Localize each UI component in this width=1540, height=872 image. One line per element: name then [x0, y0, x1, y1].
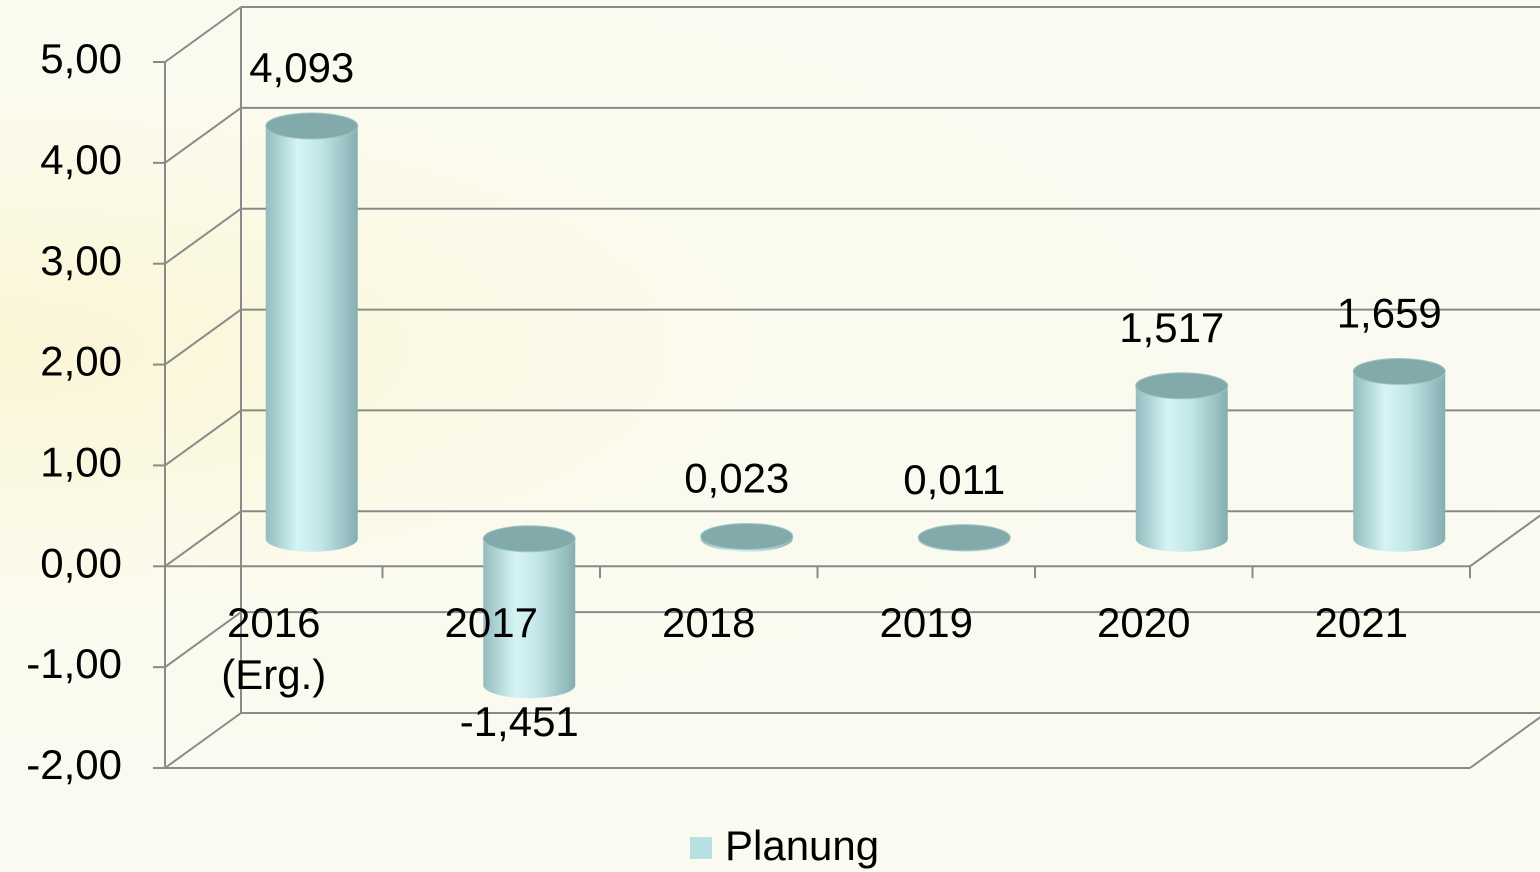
cylinder-body [265, 125, 358, 539]
cylinder-top [1352, 357, 1446, 385]
cylinder-top [482, 525, 576, 553]
cylinder-top [1135, 372, 1229, 400]
floor-line [1469, 514, 1540, 568]
y-tick-label: -2,00 [26, 741, 122, 788]
y-tick-label: 5,00 [40, 35, 122, 82]
value-label: -1,451 [460, 698, 579, 745]
grid-line [164, 207, 242, 265]
y-tick-label: 1,00 [40, 439, 122, 486]
x-tick-label: 2019 [879, 599, 973, 646]
y-tick-label: 2,00 [40, 338, 122, 385]
cylinder-body [483, 538, 576, 686]
y-tick-label: 3,00 [40, 237, 122, 284]
grid-line [164, 712, 242, 769]
grid-line [164, 6, 242, 63]
value-label: 1,517 [1119, 304, 1224, 351]
cylinder-bottom [265, 525, 358, 552]
y-tick-label: 0,00 [40, 539, 122, 586]
grid-line [164, 308, 242, 366]
x-tick-label: 2016 (Erg.) [221, 599, 327, 698]
value-label: 0,011 [903, 456, 1005, 503]
value-label: 1,659 [1337, 290, 1442, 337]
cylinder-bottom [483, 672, 576, 699]
grid-line [164, 611, 242, 668]
legend-swatch [690, 837, 712, 859]
x-tick-label: 2020 [1097, 599, 1191, 646]
cylinder-top [917, 524, 1011, 552]
y-tick-label: 4,00 [40, 136, 122, 183]
cylinder-body [1135, 385, 1228, 539]
cylinder-bottom [1135, 525, 1228, 552]
grid-line [164, 107, 242, 164]
grid-line [164, 510, 242, 568]
legend-label: Planung [725, 822, 879, 869]
value-label: 0,023 [684, 455, 789, 502]
cylinder-top [700, 522, 794, 550]
x-tick-label: 2021 [1314, 599, 1408, 646]
cylinder-body [1353, 371, 1446, 539]
cylinder-bottom [1353, 525, 1446, 552]
x-tick-label: 2017 [444, 599, 538, 646]
x-tick-label: 2018 [662, 599, 756, 646]
cylinder-top [265, 112, 359, 140]
value-label: 4,093 [249, 44, 354, 91]
floor-line [1469, 716, 1540, 769]
grid-line [164, 409, 242, 467]
y-tick-label: -1,00 [26, 640, 122, 687]
